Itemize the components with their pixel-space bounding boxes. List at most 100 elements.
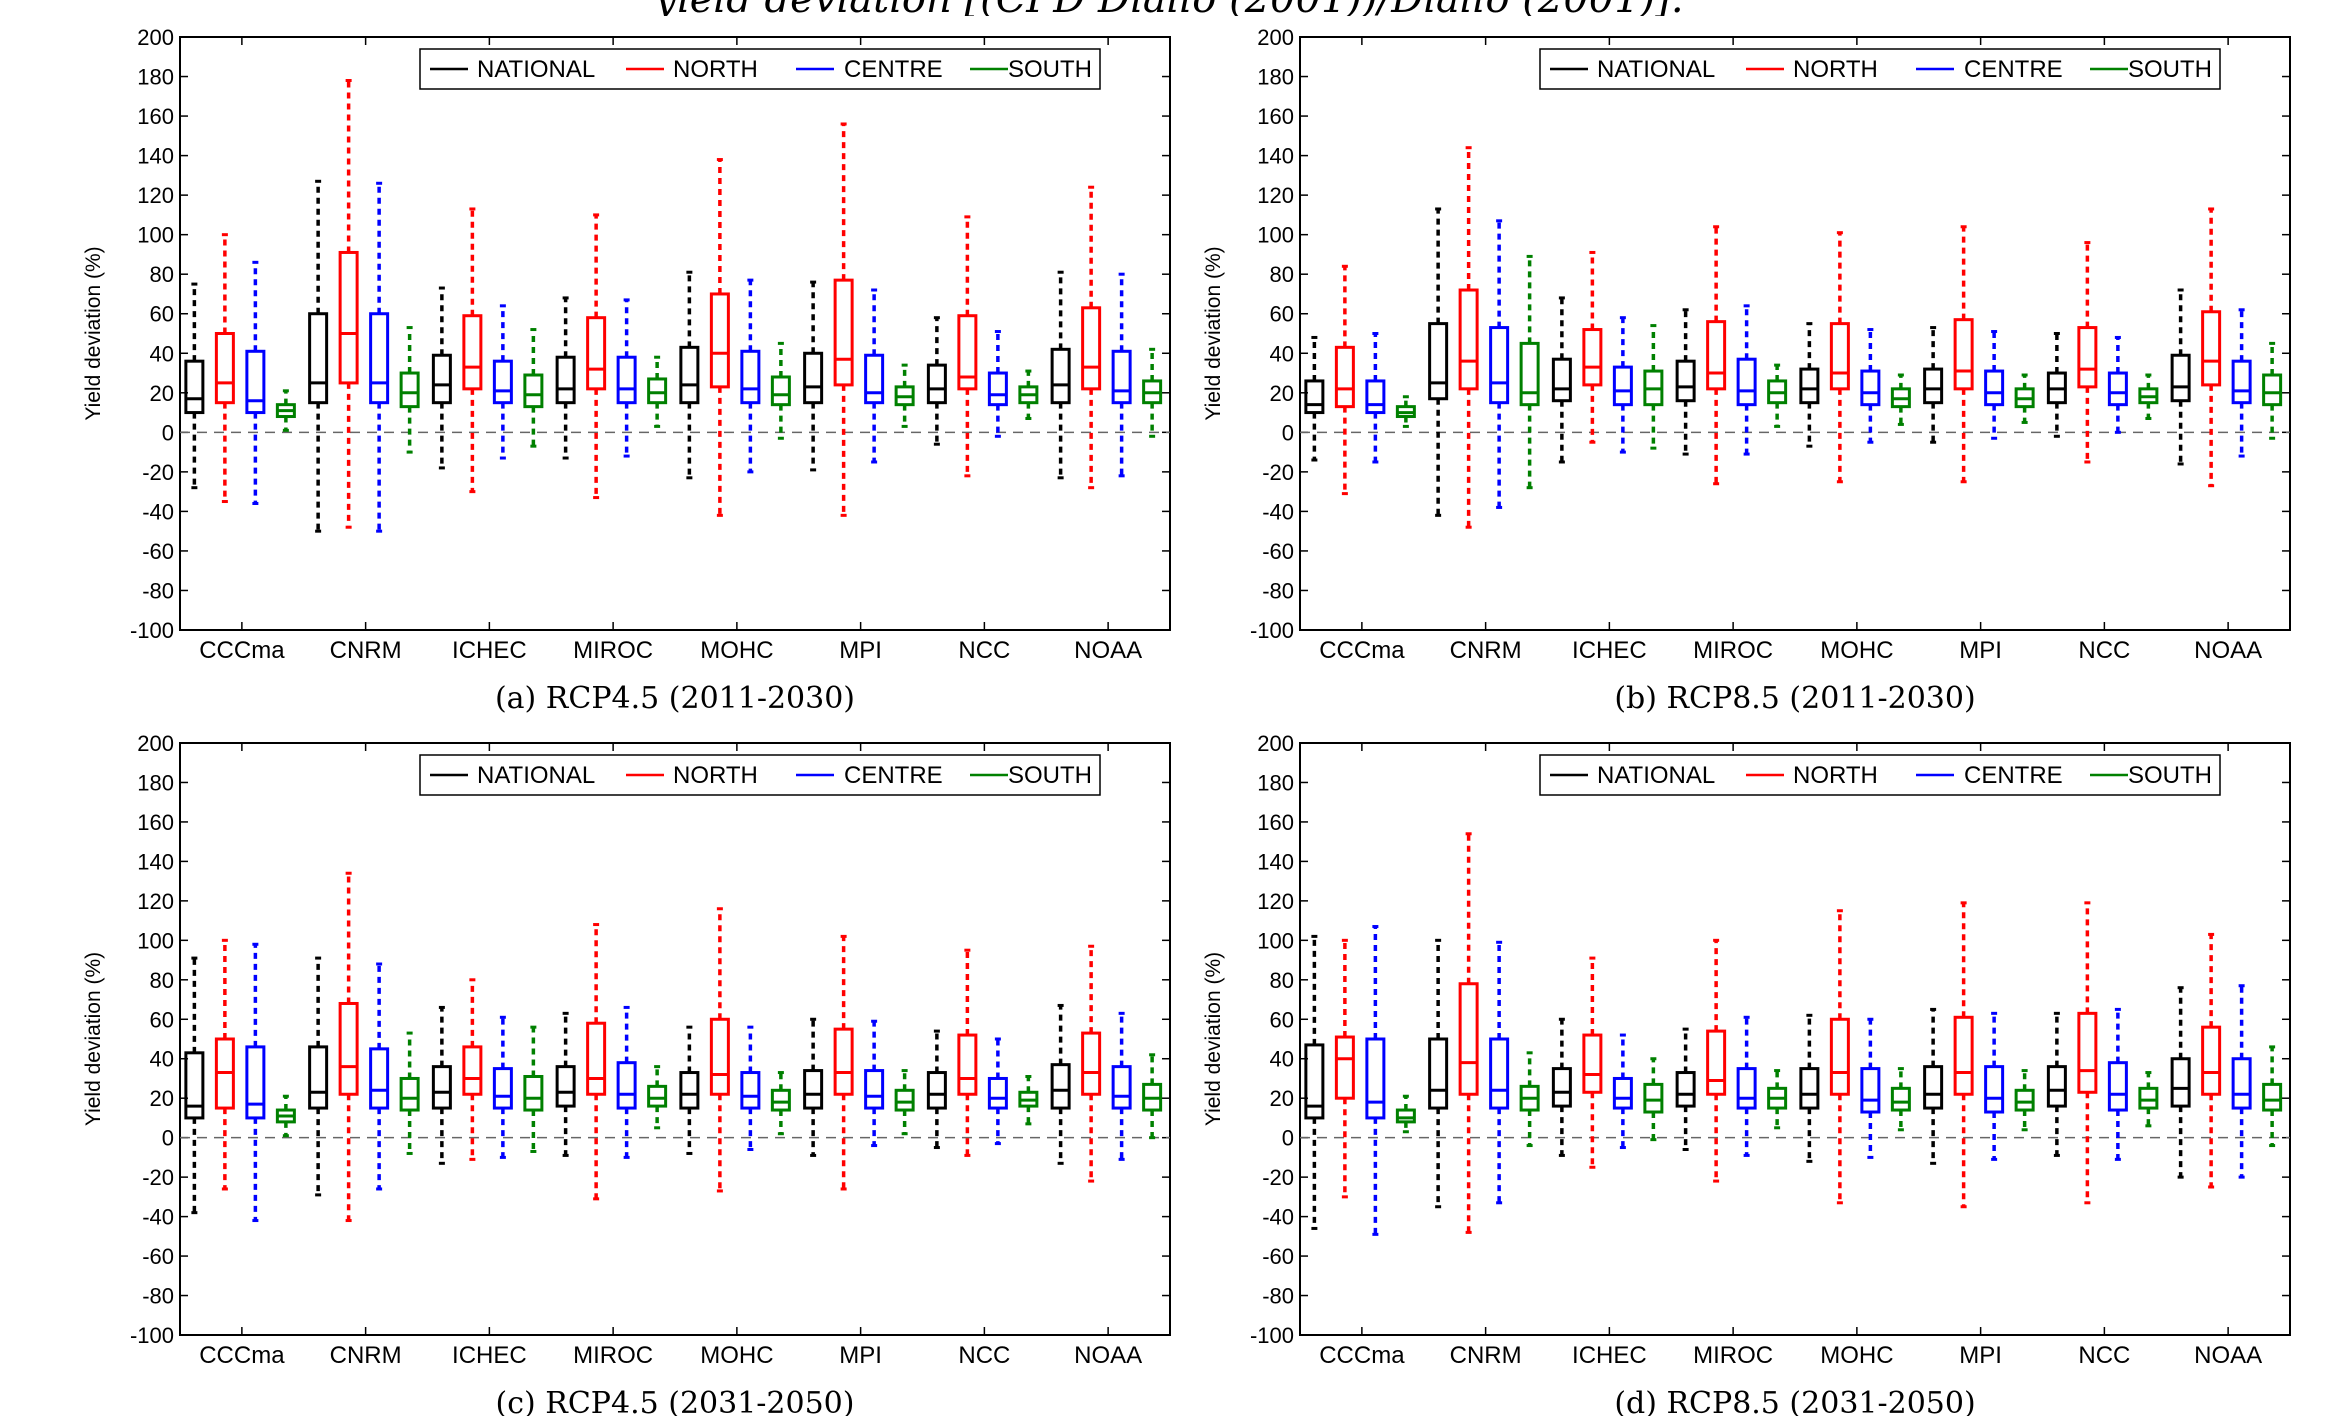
y-tick-label: 0 (162, 420, 174, 445)
box-body (245, 349, 266, 415)
box-national-cccma (1304, 335, 1325, 462)
box-south-miroc (1767, 1069, 1788, 1130)
box-body (1489, 326, 1510, 405)
box-north-ncc (2077, 241, 2098, 464)
box-south-mpi (894, 1069, 915, 1136)
y-tick-label: 100 (137, 928, 174, 953)
box-national-miroc (555, 1011, 576, 1157)
box-body (1050, 1063, 1071, 1110)
x-tick-label: MOHC (1820, 637, 1893, 664)
box-south-ichec (523, 1025, 544, 1153)
box-centre-cccma (1365, 925, 1386, 1236)
box-national-ichec (1551, 296, 1572, 464)
x-tick-label: MOHC (700, 1342, 773, 1369)
box-south-noaa (1142, 1053, 1163, 1140)
y-tick-label: 140 (1257, 849, 1294, 874)
box-body (1365, 1037, 1386, 1120)
box-north-cnrm (1458, 832, 1479, 1234)
box-body (431, 1065, 452, 1110)
box-south-noaa (2262, 1045, 2283, 1148)
legend-label-national: NATIONAL (1597, 762, 1715, 789)
box-body (803, 351, 824, 405)
box-centre-ncc (987, 1037, 1008, 1146)
box-centre-cnrm (1489, 940, 1510, 1205)
x-tick-label: MPI (839, 1342, 882, 1369)
box-body (1395, 1108, 1416, 1124)
box-body (492, 359, 513, 405)
legend: NATIONAL NORTH CENTRE SOUTH (419, 48, 1101, 90)
box-body (1675, 359, 1696, 403)
x-tick-label: NCC (958, 637, 1010, 664)
y-tick-label: 120 (1257, 889, 1294, 914)
box-centre-noaa (2231, 308, 2252, 458)
legend-label-south: SOUTH (2128, 762, 2212, 789)
box-centre-cccma (245, 942, 266, 1223)
y-tick-label: -100 (1250, 618, 1294, 643)
y-tick-label: 80 (1270, 968, 1294, 993)
box-north-mpi (833, 934, 854, 1191)
panel-caption: (c) RCP4.5 (2031-2050) (496, 1386, 855, 1416)
box-national-cnrm (1428, 207, 1449, 517)
box-body (338, 250, 359, 385)
x-tick-label: CCCma (1319, 637, 1405, 664)
x-tick-label: MIROC (573, 1342, 653, 1369)
box-south-noaa (1142, 347, 1163, 438)
box-south-mohc (1890, 1067, 1911, 1132)
y-tick-label: 80 (150, 968, 174, 993)
box-body (399, 1076, 420, 1112)
box-body (1551, 1067, 1572, 1108)
y-tick-label: -60 (142, 539, 174, 564)
box-national-mohc (679, 270, 700, 480)
y-tick-label: 80 (1270, 262, 1294, 287)
box-north-cccma (1334, 938, 1355, 1199)
y-tick-label: 40 (150, 341, 174, 366)
box-body (616, 355, 637, 405)
legend: NATIONAL NORTH CENTRE SOUTH (1539, 48, 2221, 90)
box-body (214, 332, 235, 405)
y-tick-label: 60 (150, 302, 174, 327)
x-tick-label: MOHC (700, 637, 773, 664)
box-national-ncc (2046, 332, 2067, 438)
y-tick-label: -60 (142, 1244, 174, 1269)
y-tick-label: -100 (1250, 1323, 1294, 1348)
box-centre-miroc (616, 298, 637, 458)
y-tick-label: 60 (1270, 1007, 1294, 1032)
box-south-ncc (1018, 1074, 1039, 1126)
box-body (616, 1061, 637, 1110)
box-north-mohc (1829, 909, 1850, 1205)
box-body (1304, 1043, 1325, 1120)
box-body (1923, 1065, 1944, 1110)
box-national-mpi (1923, 326, 1944, 444)
box-south-ichec (1643, 1057, 1664, 1142)
box-body (1428, 1037, 1449, 1110)
plot-frame (179, 36, 1171, 631)
x-tick-label: ICHEC (452, 637, 527, 664)
x-tick-label: CNRM (1450, 637, 1522, 664)
y-tick-label: 20 (150, 381, 174, 406)
box-centre-miroc (1736, 1015, 1757, 1157)
box-national-ichec (431, 286, 452, 470)
legend-label-south: SOUTH (1008, 56, 1092, 83)
box-south-cccma (275, 1094, 296, 1138)
box-south-ichec (523, 328, 544, 448)
y-tick-label: 40 (150, 1047, 174, 1072)
x-tick-label: MPI (1959, 637, 2002, 664)
box-body (1984, 1065, 2005, 1114)
y-tick-label: -40 (1262, 499, 1294, 524)
y-tick-label: 0 (162, 1126, 174, 1151)
box-south-noaa (2262, 341, 2283, 440)
box-south-miroc (647, 1065, 668, 1130)
box-north-miroc (1706, 225, 1727, 486)
box-body (2201, 1025, 2222, 1096)
box-body (709, 292, 730, 389)
y-tick-label: 100 (137, 223, 174, 248)
box-body (586, 316, 607, 391)
box-north-miroc (1706, 938, 1727, 1183)
box-national-ichec (1551, 1017, 1572, 1157)
box-national-mohc (1799, 1013, 1820, 1163)
box-body (2014, 1088, 2035, 1112)
box-north-mohc (709, 907, 730, 1193)
legend-label-centre: CENTRE (1964, 762, 2063, 789)
box-south-ncc (2138, 1071, 2159, 1128)
y-tick-label: 140 (137, 849, 174, 874)
